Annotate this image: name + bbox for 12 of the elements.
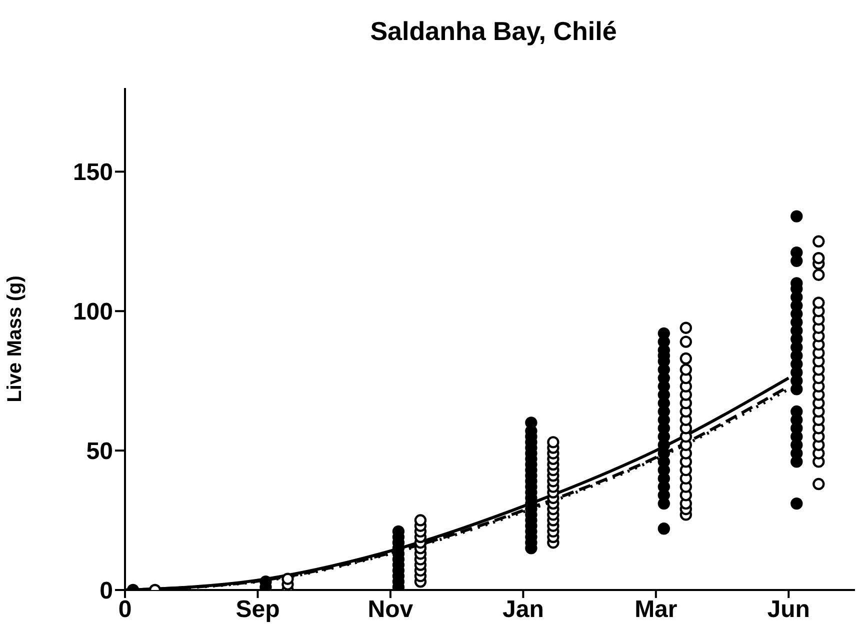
x-tick-label: Mar xyxy=(634,596,678,624)
chart-title: Saldanha Bay, Chilé xyxy=(369,16,618,47)
x-tick-label: Jun xyxy=(767,596,810,624)
x-tick-label: Jan xyxy=(502,596,544,624)
y-tick-label: 50 xyxy=(86,438,113,466)
x-tick-label: Sep xyxy=(236,596,280,624)
x-tick-label: Nov xyxy=(368,596,414,624)
y-tick-label: 100 xyxy=(72,298,113,326)
y-axis-title: Live Mass (g) xyxy=(4,276,26,402)
x-tick-label: 0 xyxy=(118,596,132,624)
y-tick-label: 0 xyxy=(100,578,113,605)
y-tick-label: 150 xyxy=(72,159,113,186)
